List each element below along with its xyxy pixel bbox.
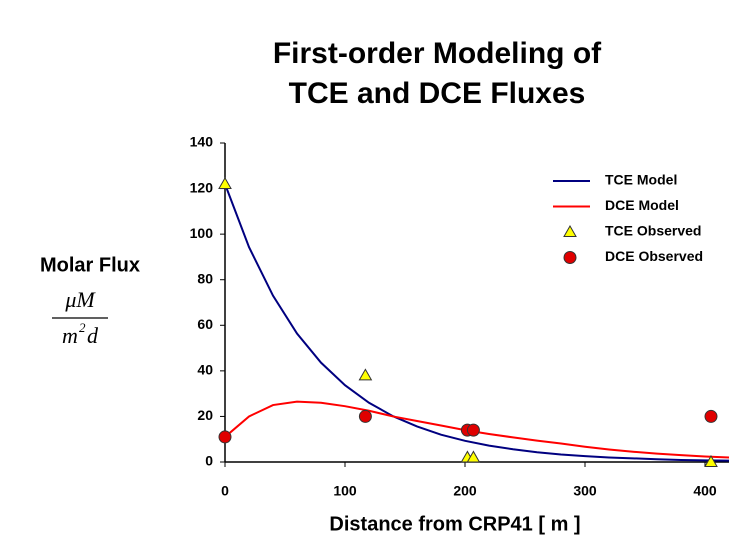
dce-point: [466, 423, 480, 437]
x-axis-label: Distance from CRP41 [ m ]: [329, 513, 580, 535]
legend-label: TCE Observed: [605, 223, 701, 239]
y-unit-denominator: m: [62, 323, 78, 348]
y-unit-numerator: μM: [64, 287, 96, 312]
legend-label: TCE Model: [605, 172, 677, 188]
tce-point: [704, 454, 718, 467]
x-tick-label: 0: [221, 483, 229, 499]
legend-label: DCE Model: [605, 197, 679, 213]
y-unit-exponent: 2: [79, 320, 86, 335]
tce-point: [358, 368, 373, 381]
y-tick-label: 20: [197, 407, 213, 423]
y-tick-label: 0: [205, 453, 213, 469]
legend-label: DCE Observed: [605, 248, 703, 264]
y-unit-denominator: d: [87, 323, 99, 348]
x-tick-label: 200: [453, 483, 477, 499]
chart-title: First-order Modeling of: [273, 37, 602, 70]
tce-point: [218, 177, 232, 190]
chart-title: TCE and DCE Fluxes: [289, 77, 586, 110]
y-tick-label: 120: [190, 179, 214, 195]
legend-swatch: [563, 224, 577, 237]
x-tick-label: 300: [573, 483, 597, 499]
model-line: [224, 183, 730, 462]
y-tick-label: 80: [197, 270, 213, 286]
y-tick-label: 140: [190, 134, 214, 150]
y-tick-label: 100: [190, 225, 214, 241]
x-tick-label: 400: [693, 483, 717, 499]
y-axis-label: Molar Flux: [40, 254, 140, 276]
y-tick-label: 60: [197, 316, 213, 332]
legend-swatch: [563, 251, 577, 264]
dce-point: [358, 409, 372, 423]
y-tick-label: 40: [197, 362, 213, 378]
dce-point: [218, 430, 232, 444]
dce-point: [704, 409, 718, 423]
tce-point: [466, 450, 481, 463]
x-tick-label: 100: [333, 483, 357, 499]
